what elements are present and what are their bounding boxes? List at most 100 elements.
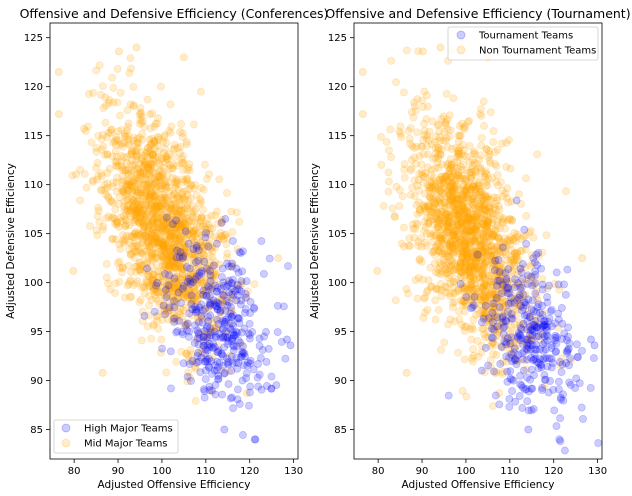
scatter-point [116, 264, 125, 273]
scatter-point [127, 205, 136, 213]
scatter-point [246, 297, 255, 306]
scatter-point [180, 293, 189, 302]
scatter-point [208, 387, 217, 396]
scatter-point [198, 288, 207, 297]
scatter-point [549, 385, 558, 394]
scatter-point [153, 223, 162, 232]
scatter-point [406, 166, 415, 175]
scatter-point [205, 236, 214, 245]
scatter-point [112, 217, 121, 226]
scatter-point [392, 78, 401, 87]
scatter-point [191, 225, 200, 234]
scatter-point [121, 222, 130, 231]
scatter-point [137, 283, 146, 292]
scatter-point [470, 225, 479, 234]
scatter-point [165, 232, 174, 241]
scatter-point [99, 142, 108, 151]
scatter-point [400, 165, 409, 174]
scatter-point [187, 226, 196, 235]
scatter-point [194, 348, 203, 357]
scatter-point [172, 243, 181, 252]
scatter-point [470, 150, 479, 159]
scatter-point [127, 268, 135, 277]
scatter-point [503, 216, 512, 225]
scatter-point [199, 246, 208, 255]
scatter-point [111, 219, 120, 228]
scatter-point [131, 174, 140, 183]
scatter-point [554, 280, 563, 289]
scatter-point [137, 118, 146, 127]
scatter-point [419, 103, 427, 111]
scatter-point [491, 340, 500, 349]
scatter-point [171, 247, 180, 255]
scatter-point [172, 295, 181, 304]
scatter-point [122, 153, 131, 162]
scatter-point [151, 225, 160, 234]
scatter-point [161, 194, 170, 203]
scatter-point [133, 138, 142, 147]
scatter-point [145, 193, 154, 202]
scatter-point [130, 185, 139, 194]
scatter-point [462, 392, 471, 401]
scatter-point [122, 232, 131, 240]
scatter-point [534, 358, 543, 367]
scatter-point [208, 224, 217, 233]
scatter-point [134, 139, 143, 148]
scatter-point [557, 303, 566, 312]
scatter-point [489, 127, 498, 136]
scatter-point [183, 295, 192, 304]
scatter-point [132, 198, 141, 207]
scatter-point [112, 220, 121, 229]
scatter-point [101, 118, 110, 127]
scatter-point [550, 406, 559, 415]
y-tick-label: 100 [328, 278, 347, 289]
scatter-point [168, 256, 177, 265]
scatter-point [177, 299, 185, 307]
scatter-point [493, 217, 502, 226]
scatter-point [148, 151, 157, 159]
scatter-point [141, 204, 150, 213]
scatter-point [115, 277, 124, 286]
scatter-point [410, 102, 419, 111]
scatter-point [477, 104, 485, 113]
scatter-point [193, 213, 202, 222]
scatter-point [546, 377, 555, 385]
scatter-point [120, 205, 129, 214]
scatter-point [213, 219, 222, 228]
scatter-point [508, 387, 517, 396]
scatter-point [384, 187, 393, 196]
scatter-point [54, 110, 63, 119]
scatter-point [172, 201, 181, 210]
scatter-point [206, 271, 215, 280]
scatter-point [196, 195, 205, 204]
scatter-point [175, 194, 184, 203]
scatter-point [153, 141, 162, 150]
scatter-point [157, 238, 166, 247]
scatter-point [158, 253, 167, 261]
scatter-point [119, 263, 127, 272]
scatter-point [507, 322, 516, 331]
scatter-point [382, 137, 391, 146]
scatter-point [153, 254, 162, 262]
scatter-point [154, 288, 163, 297]
scatter-point [185, 185, 194, 194]
scatter-point [136, 168, 145, 177]
scatter-point [286, 341, 295, 350]
scatter-point [468, 168, 477, 176]
scatter-point [181, 227, 190, 236]
scatter-point [200, 257, 209, 266]
scatter-point [212, 366, 221, 375]
scatter-point [158, 253, 167, 262]
scatter-point [547, 354, 556, 363]
scatter-point [457, 149, 466, 158]
scatter-point [123, 176, 132, 185]
x-tick-label: 130 [284, 466, 303, 477]
scatter-point [159, 271, 168, 280]
scatter-point [160, 240, 168, 249]
scatter-point [173, 290, 182, 299]
scatter-point [561, 290, 570, 299]
scatter-point [244, 401, 253, 410]
scatter-point [171, 175, 180, 184]
scatter-point [125, 201, 133, 210]
scatter-point [190, 227, 198, 236]
